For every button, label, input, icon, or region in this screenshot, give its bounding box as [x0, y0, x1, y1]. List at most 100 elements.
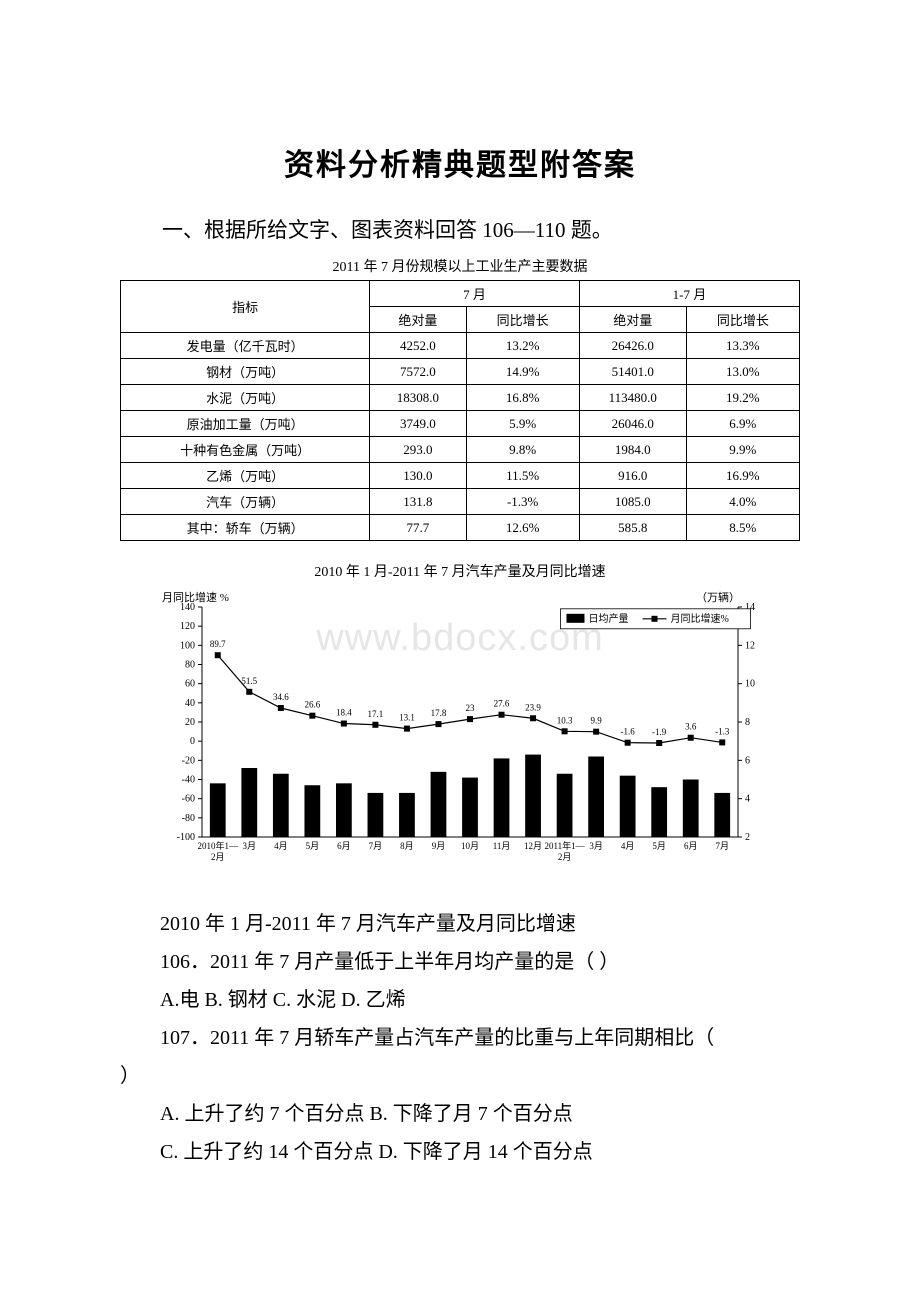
svg-text:8月: 8月 [400, 841, 414, 851]
table-cell: 4252.0 [370, 333, 466, 359]
svg-text:9.9: 9.9 [590, 716, 602, 726]
svg-text:-20: -20 [182, 755, 195, 766]
svg-text:40: 40 [185, 698, 195, 709]
table-cell: 7572.0 [370, 359, 466, 385]
q107-options-1: A. 上升了约 7 个百分点 B. 下降了月 7 个百分点 [120, 1095, 800, 1133]
svg-text:（万辆）: （万辆） [696, 590, 740, 604]
svg-text:7月: 7月 [369, 841, 383, 851]
svg-text:8: 8 [745, 717, 750, 728]
svg-text:23.9: 23.9 [525, 702, 541, 712]
th-jul: 7 月 [370, 281, 580, 307]
table-row: 汽车（万辆）131.8-1.3%1085.04.0% [121, 489, 800, 515]
svg-text:23: 23 [466, 703, 476, 713]
th-yoy-1: 同比增长 [466, 307, 579, 333]
svg-text:51.5: 51.5 [241, 676, 257, 686]
table-row: 乙烯（万吨）130.011.5%916.016.9% [121, 463, 800, 489]
doc-title: 资料分析精典题型附答案 [120, 140, 800, 184]
table-cell: 13.0% [686, 359, 799, 385]
svg-text:6.2: 6.2 [590, 793, 601, 803]
svg-text:17.1: 17.1 [368, 709, 384, 719]
svg-text:60: 60 [185, 679, 195, 690]
svg-text:5.1: 5.1 [464, 814, 475, 824]
svg-text:4.3: 4.3 [401, 829, 413, 839]
svg-text:7月: 7月 [715, 841, 729, 851]
svg-text:4.7: 4.7 [307, 821, 319, 831]
svg-text:-1.6: -1.6 [621, 727, 636, 737]
table-cell: 130.0 [370, 463, 466, 489]
chart-container: www.bdocx.com -100-80-60-40-200204060801… [140, 587, 780, 887]
svg-text:3月: 3月 [589, 841, 603, 851]
table-cell: 9.8% [466, 437, 579, 463]
svg-text:20: 20 [185, 717, 195, 728]
svg-text:12月: 12月 [524, 841, 542, 851]
svg-text:5.3: 5.3 [275, 810, 287, 820]
table-cell: 十种有色金属（万吨） [121, 437, 370, 463]
table-cell: 26426.0 [579, 333, 686, 359]
svg-text:4.6: 4.6 [654, 823, 666, 833]
q107-line1: 107．2011 年 7 月轿车产量占汽车产量的比重与上年同期相比（ [120, 1019, 800, 1057]
svg-text:100: 100 [180, 640, 195, 651]
svg-text:17.8: 17.8 [431, 708, 447, 718]
table-cell: 3749.0 [370, 411, 466, 437]
svg-text:5.2: 5.2 [622, 812, 633, 822]
svg-text:120: 120 [180, 621, 195, 632]
q106-options: A.电 B. 钢材 C. 水泥 D. 乙烯 [120, 981, 800, 1019]
svg-text:26.6: 26.6 [304, 700, 320, 710]
q107-line2: ） [120, 1057, 800, 1095]
svg-text:13.1: 13.1 [399, 713, 415, 723]
table-cell: 16.8% [466, 385, 579, 411]
section-intro: 一、根据所给文字、图表资料回答 106—110 题。 [120, 214, 800, 244]
table-cell: 916.0 [579, 463, 686, 489]
table-cell: 293.0 [370, 437, 466, 463]
table-cell: 51401.0 [579, 359, 686, 385]
table-cell: 14.9% [466, 359, 579, 385]
svg-text:18.4: 18.4 [336, 708, 352, 718]
svg-text:4.8: 4.8 [212, 819, 224, 829]
svg-text:4月: 4月 [274, 841, 288, 851]
svg-text:-1.9: -1.9 [652, 727, 667, 737]
svg-text:5: 5 [688, 816, 693, 826]
table-row: 钢材（万吨）7572.014.9%51401.013.0% [121, 359, 800, 385]
svg-text:3.6: 3.6 [685, 722, 697, 732]
table-cell: 113480.0 [579, 385, 686, 411]
svg-text:10.3: 10.3 [557, 715, 573, 725]
table-row: 水泥（万吨）18308.016.8%113480.019.2% [121, 385, 800, 411]
table-cell: 12.6% [466, 515, 579, 541]
svg-text:5.4: 5.4 [433, 808, 445, 818]
table-title: 2011 年 7 月份规模以上工业生产主要数据 [120, 256, 800, 276]
svg-text:89.7: 89.7 [210, 639, 226, 649]
svg-text:日均产量: 日均产量 [588, 612, 628, 625]
svg-text:5.6: 5.6 [244, 804, 256, 814]
table-cell: 9.9% [686, 437, 799, 463]
svg-text:月同比增速%: 月同比增速% [670, 612, 728, 625]
svg-text:12: 12 [745, 640, 755, 651]
q107-options-2: C. 上升了约 14 个百分点 D. 下降了月 14 个百分点 [120, 1133, 800, 1171]
table-cell: 钢材（万吨） [121, 359, 370, 385]
svg-text:4.3: 4.3 [717, 829, 729, 839]
svg-text:6.1: 6.1 [496, 794, 507, 804]
svg-text:5月: 5月 [306, 841, 320, 851]
table-cell: 11.5% [466, 463, 579, 489]
svg-text:6月: 6月 [684, 841, 698, 851]
th-yoy-2: 同比增长 [686, 307, 799, 333]
svg-text:6.3: 6.3 [527, 791, 539, 801]
svg-text:9月: 9月 [432, 841, 446, 851]
th-indicator: 指标 [121, 281, 370, 333]
svg-text:2010年1—: 2010年1— [198, 840, 240, 851]
svg-text:4: 4 [745, 794, 750, 805]
svg-text:-80: -80 [182, 813, 195, 824]
svg-text:10月: 10月 [461, 841, 479, 851]
table-cell: 1984.0 [579, 437, 686, 463]
table-row: 十种有色金属（万吨）293.09.8%1984.09.9% [121, 437, 800, 463]
svg-text:3月: 3月 [243, 841, 257, 851]
th-abs-1: 绝对量 [370, 307, 466, 333]
table-cell: 1085.0 [579, 489, 686, 515]
table-cell: 26046.0 [579, 411, 686, 437]
table-cell: 18308.0 [370, 385, 466, 411]
svg-text:80: 80 [185, 660, 195, 671]
table-row: 原油加工量（万吨）3749.05.9%26046.06.9% [121, 411, 800, 437]
svg-text:5月: 5月 [652, 841, 666, 851]
table-cell: 5.9% [466, 411, 579, 437]
svg-text:4月: 4月 [621, 841, 635, 851]
svg-text:-60: -60 [182, 794, 195, 805]
